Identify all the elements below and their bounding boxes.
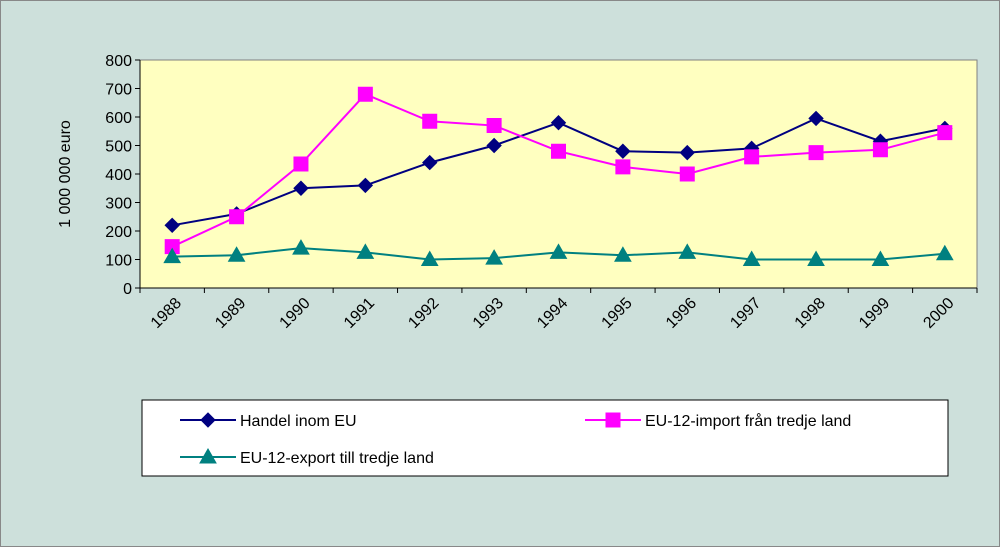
data-point	[744, 149, 760, 165]
data-point	[551, 143, 566, 159]
y-tick-label: 800	[105, 53, 132, 70]
data-point	[164, 217, 180, 234]
data-point	[808, 145, 824, 161]
data-point	[614, 246, 632, 262]
y-tick-label: 600	[105, 110, 132, 127]
data-point	[872, 142, 888, 158]
y-tick-label: 100	[105, 253, 132, 270]
data-point	[935, 244, 954, 261]
data-point	[550, 114, 567, 131]
y-tick-label: 400	[105, 167, 132, 184]
data-point	[679, 166, 695, 182]
data-point	[164, 239, 180, 255]
data-point	[486, 137, 502, 154]
data-point	[422, 113, 438, 129]
data-point	[486, 118, 502, 134]
y-tick-label: 0	[123, 281, 132, 298]
data-point	[615, 159, 631, 175]
legend-label: EU-12-import från tredje land	[645, 412, 851, 430]
data-point	[485, 249, 503, 265]
data-point	[357, 177, 374, 194]
legend-marker	[199, 447, 217, 464]
data-point	[871, 250, 890, 266]
legend-label: EU-12-export till tredje land	[240, 450, 434, 467]
data-point	[357, 86, 373, 102]
legend-marker	[200, 412, 216, 428]
legend-label: Handel inom EU	[240, 413, 357, 430]
data-point	[292, 239, 310, 255]
legend	[141, 399, 949, 477]
data-point	[293, 180, 309, 196]
data-point	[679, 144, 695, 161]
data-point	[937, 125, 953, 141]
data-point	[356, 243, 375, 259]
data-point	[742, 250, 761, 266]
y-tick-label: 700	[105, 82, 132, 99]
data-point	[229, 209, 245, 225]
data-point	[293, 156, 309, 172]
data-point	[615, 143, 631, 159]
data-point	[549, 243, 568, 259]
data-point	[227, 246, 246, 262]
data-point	[420, 250, 439, 266]
y-tick-label: 300	[105, 196, 132, 213]
data-point	[422, 154, 438, 171]
y-tick-label: 200	[105, 224, 132, 241]
y-axis-label: 1 000 000 euro	[57, 120, 74, 228]
data-point	[163, 247, 182, 264]
data-point	[807, 250, 825, 266]
data-point	[678, 243, 697, 259]
legend-marker	[605, 412, 621, 428]
data-point	[808, 110, 824, 127]
y-tick-label: 500	[105, 139, 132, 156]
